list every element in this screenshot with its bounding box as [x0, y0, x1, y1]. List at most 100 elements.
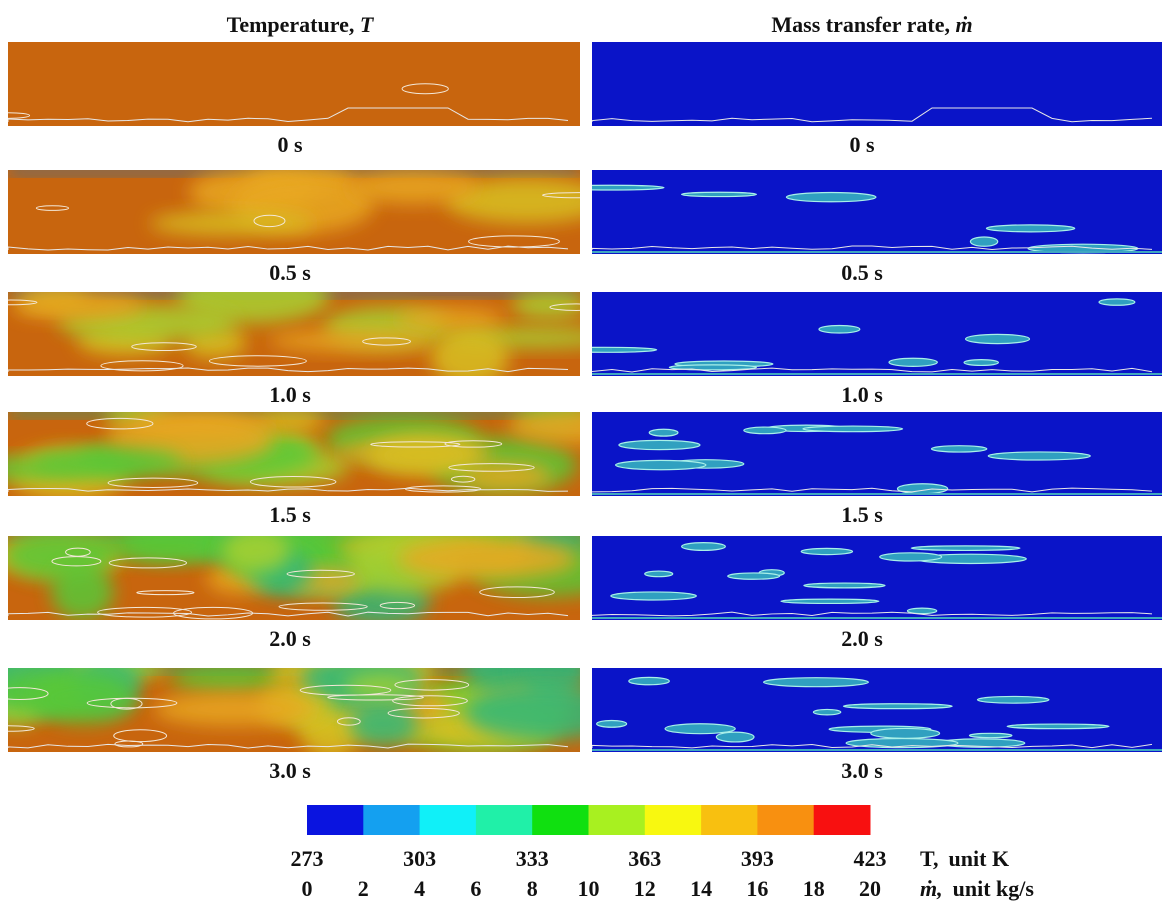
contour-line	[401, 83, 449, 95]
contour-line	[8, 112, 31, 119]
contour-line	[8, 687, 49, 701]
contour-line	[896, 483, 949, 495]
field-blob	[88, 536, 240, 562]
time-label: 1.0 s	[841, 382, 883, 407]
field-blob	[510, 292, 580, 319]
colorbar-tick-label: 12	[634, 876, 656, 901]
colorbar-segment	[475, 805, 533, 835]
field-blob	[458, 462, 553, 491]
contour-line	[930, 445, 988, 453]
time-label: 1.5 s	[841, 502, 883, 527]
contour-panel	[8, 412, 580, 496]
contour-line	[107, 477, 199, 489]
contour-panel	[592, 42, 1162, 126]
contour-line	[802, 425, 904, 433]
contour-line	[249, 476, 337, 488]
contour-line	[113, 729, 168, 743]
contour-line	[8, 725, 35, 732]
contour-line	[286, 569, 355, 579]
panel-background	[592, 170, 1162, 254]
contour-line	[985, 224, 1076, 233]
time-label: 1.5 s	[269, 502, 311, 527]
colorbar-tick-label: 303	[403, 846, 436, 871]
contour-line	[100, 360, 184, 372]
contour-line	[131, 342, 197, 352]
contour-line	[780, 598, 880, 605]
contour-panel	[592, 536, 1162, 620]
colorbar-tick-label: 273	[291, 846, 324, 871]
time-label: 0 s	[849, 132, 875, 157]
contour-line	[963, 359, 1000, 367]
field-blob	[397, 537, 578, 580]
panel-background	[8, 42, 580, 126]
contour-line	[592, 107, 1153, 123]
time-label: 2.0 s	[269, 626, 311, 651]
time-label: 0.5 s	[841, 260, 883, 285]
axis-symbol: T,	[920, 846, 939, 871]
title-text: Temperature,	[227, 12, 360, 37]
time-label: 3.0 s	[841, 758, 883, 783]
contour-line	[592, 184, 665, 191]
contour-panel	[8, 170, 580, 254]
contour-line	[8, 367, 569, 373]
colorbar-axis-label: ṁ, unit kg/s	[920, 876, 1034, 901]
contour-line	[479, 586, 555, 599]
contour-line	[610, 591, 697, 601]
contour-line	[97, 606, 193, 618]
contour-line	[812, 708, 842, 716]
panel-background	[592, 536, 1162, 620]
contour-line	[618, 439, 701, 451]
contour-line	[253, 214, 286, 228]
contour-line	[136, 590, 195, 596]
contour-line	[592, 346, 658, 353]
panel-background	[592, 42, 1162, 126]
field-blob	[31, 447, 183, 478]
colorbar-tick-label: 16	[746, 876, 768, 901]
contour-panel	[592, 412, 1162, 496]
colorbar-tick-label: 10	[578, 876, 600, 901]
contour-panel	[8, 292, 580, 376]
contour-line	[910, 545, 1021, 552]
field-blob	[149, 211, 315, 236]
field-blob	[222, 536, 291, 573]
contour-line	[592, 611, 1153, 617]
time-label: 2.0 s	[841, 626, 883, 651]
colorbar-segment	[757, 805, 815, 835]
colorbar-tick-label: 8	[527, 876, 538, 901]
contour-line	[8, 611, 569, 617]
contour-line	[327, 694, 424, 701]
field-blob	[349, 701, 419, 747]
contour-line	[628, 676, 670, 686]
contour-line	[8, 299, 38, 306]
contour-line	[842, 703, 953, 710]
contour-line	[596, 719, 628, 728]
contour-line	[680, 191, 757, 198]
column-title: Mass transfer rate, ṁ	[771, 12, 972, 37]
colorbar-segment	[363, 805, 421, 835]
field-blob	[344, 673, 415, 698]
contour-line	[450, 475, 476, 483]
contour-line	[715, 731, 755, 743]
colorbar-segment	[588, 805, 646, 835]
contour-line	[379, 601, 416, 610]
field-blob	[51, 563, 114, 620]
contour-line	[870, 727, 941, 739]
title-text: Mass transfer rate,	[771, 12, 955, 37]
colorbar-segment	[307, 805, 364, 835]
colorbar-tick-label: 2	[358, 876, 369, 901]
contour-line	[336, 717, 361, 726]
contour-line	[592, 487, 1153, 493]
colorbar-tick-label: 423	[854, 846, 887, 871]
field-blob	[267, 329, 436, 352]
contour-panel	[592, 668, 1162, 752]
contour-line	[888, 357, 938, 367]
contour-line	[648, 428, 679, 437]
time-label: 3.0 s	[269, 758, 311, 783]
colorbar-axis-label: T, unit K	[920, 846, 1009, 871]
contour-line	[906, 607, 938, 615]
panel-background	[592, 668, 1162, 752]
field-blob	[464, 668, 530, 693]
contour-line	[987, 451, 1091, 461]
colorbar-tick-label: 4	[414, 876, 425, 901]
contour-line	[964, 333, 1031, 345]
